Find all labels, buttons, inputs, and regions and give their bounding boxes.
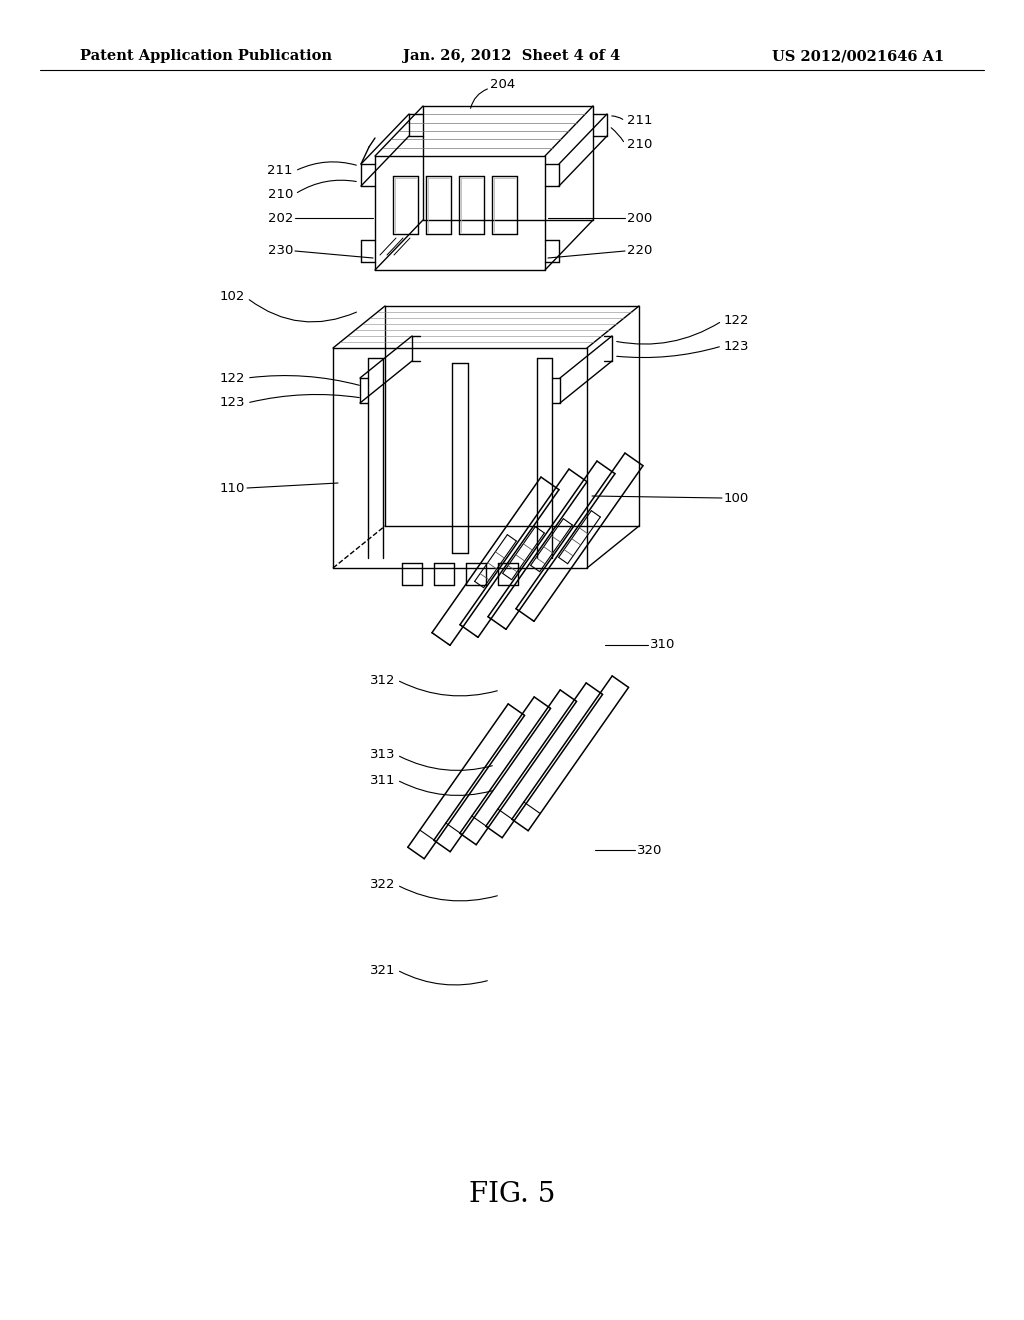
Text: 211: 211: [627, 115, 652, 128]
Text: 220: 220: [627, 244, 652, 257]
Text: 122: 122: [724, 314, 750, 327]
Text: 122: 122: [219, 371, 245, 384]
Text: 322: 322: [370, 879, 395, 891]
Text: 210: 210: [627, 137, 652, 150]
Text: 204: 204: [490, 78, 515, 91]
Text: US 2012/0021646 A1: US 2012/0021646 A1: [772, 49, 944, 63]
Text: FIG. 5: FIG. 5: [469, 1181, 555, 1209]
Text: 311: 311: [370, 774, 395, 787]
Text: 102: 102: [219, 289, 245, 302]
Text: 320: 320: [637, 843, 663, 857]
Text: 321: 321: [370, 964, 395, 977]
Text: 310: 310: [650, 639, 676, 652]
Text: 312: 312: [370, 673, 395, 686]
Text: 110: 110: [219, 482, 245, 495]
Text: 100: 100: [724, 491, 750, 504]
Text: 211: 211: [267, 165, 293, 177]
Text: 230: 230: [267, 244, 293, 257]
Text: Patent Application Publication: Patent Application Publication: [80, 49, 332, 63]
Text: 123: 123: [219, 396, 245, 409]
Text: 202: 202: [267, 211, 293, 224]
Text: 313: 313: [370, 748, 395, 762]
Text: 200: 200: [627, 211, 652, 224]
Text: Jan. 26, 2012  Sheet 4 of 4: Jan. 26, 2012 Sheet 4 of 4: [403, 49, 621, 63]
Text: 123: 123: [724, 339, 750, 352]
Text: 210: 210: [267, 187, 293, 201]
